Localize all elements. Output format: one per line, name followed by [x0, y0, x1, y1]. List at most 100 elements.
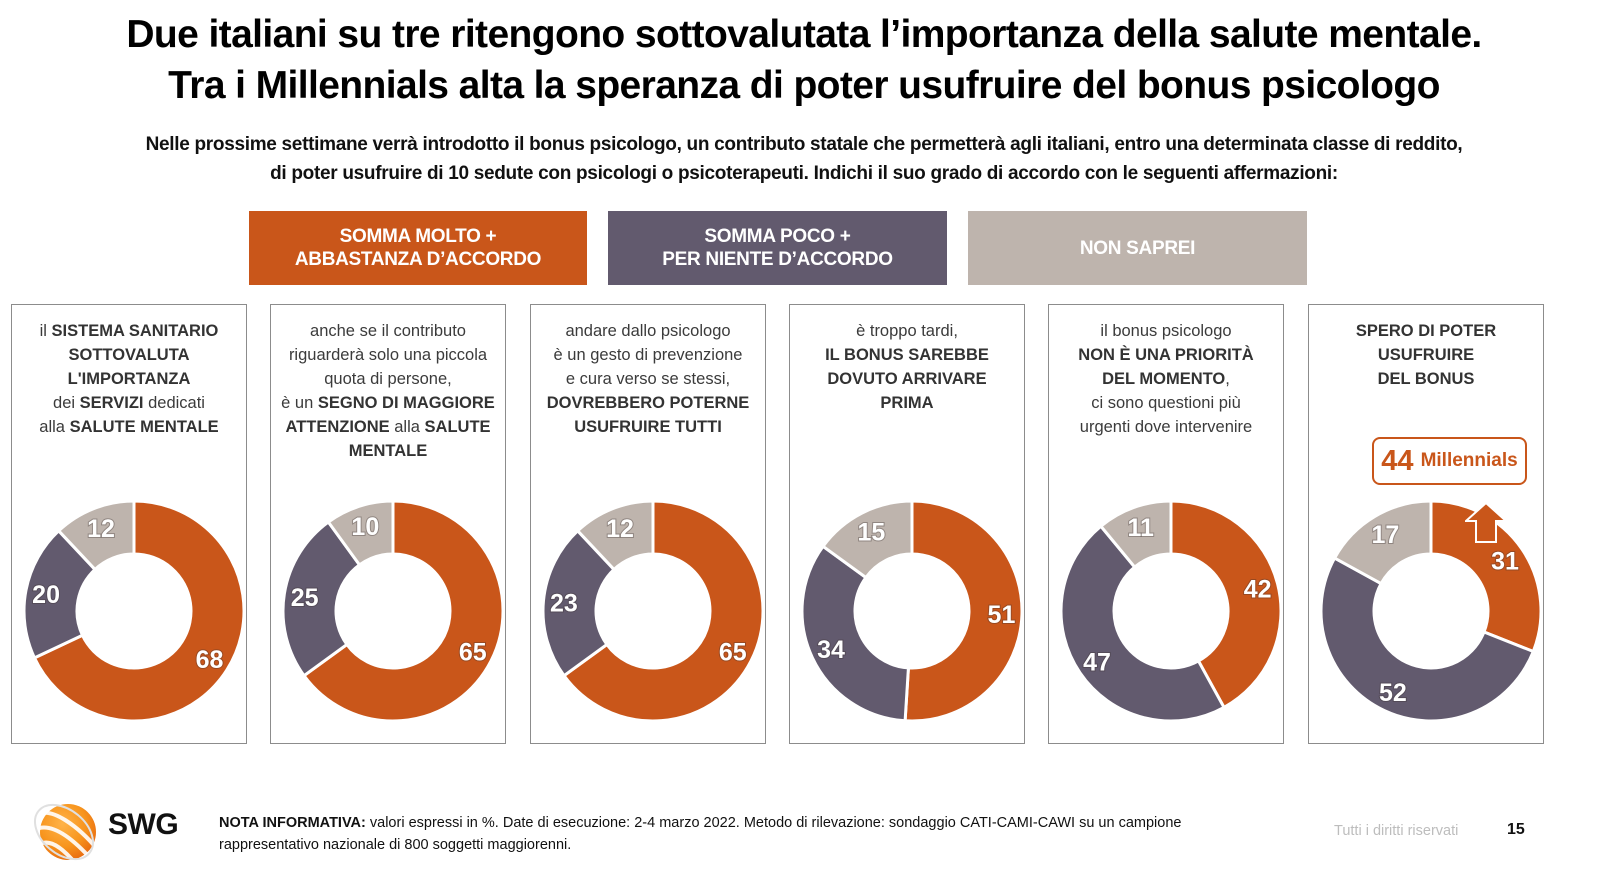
statement-segment: DOVREBBERO POTERNE — [546, 394, 750, 412]
statement-line: MENTALE — [275, 439, 501, 463]
donut-label-agree: 68 — [196, 646, 224, 674]
statement-segment: DEL MOMENTO — [1102, 370, 1226, 388]
statement-line: è un SEGNO DI MAGGIORE — [275, 391, 501, 415]
statement-segment: è un gesto di prevenzione — [553, 346, 743, 364]
donut-slice-agree — [32, 499, 246, 723]
statement-segment: L'IMPORTANZA — [67, 370, 191, 388]
millennials-value: 44 — [1381, 444, 1414, 477]
statement-text: anche se il contributo riguarderà solo un… — [275, 319, 501, 463]
donut-label-dont-know: 10 — [351, 513, 379, 541]
statement-line: urgenti dove intervenire — [1053, 415, 1279, 439]
statement-segment: , — [1225, 370, 1230, 388]
page-number: 15 — [1507, 821, 1525, 838]
statement-segment: il — [39, 322, 52, 340]
donut-slice-dont-know — [820, 499, 914, 580]
subtitle-line-2: di poter usufruire di 10 sedute con psic… — [270, 163, 1338, 184]
statement-line: dei SERVIZI dedicati — [16, 391, 242, 415]
statement-card: anche se il contributo riguarderà solo un… — [270, 304, 506, 744]
donut-label-agree: 42 — [1244, 576, 1272, 604]
donut-chart: 42 47 11 — [1059, 499, 1283, 723]
legend-dont-know-line1: NON SAPREI — [1079, 237, 1196, 259]
donut-label-dont-know: 11 — [1127, 514, 1154, 542]
statement-line: e cura verso se stessi, — [535, 367, 761, 391]
statement-line: il SISTEMA SANITARIO — [16, 319, 242, 343]
donut-label-disagree: 23 — [550, 590, 578, 618]
statement-segment: IL BONUS SAREBBE — [825, 346, 989, 364]
statement-text: SPERO DI POTER USUFRUIRE DEL BONUS — [1313, 319, 1539, 391]
donut-label-dont-know: 12 — [606, 515, 634, 543]
statement-segment: NON È UNA PRIORITÀ — [1078, 346, 1254, 364]
footnote-label: NOTA INFORMATIVA: — [219, 815, 366, 831]
statement-card: il bonus psicologo NON È UNA PRIORITÀ DEL … — [1048, 304, 1284, 744]
statement-line: ATTENZIONE alla SALUTE — [275, 415, 501, 439]
statement-segment: DOVUTO ARRIVARE — [827, 370, 987, 388]
statement-segment: ATTENZIONE — [285, 418, 390, 436]
statement-segment: SEGNO DI MAGGIORE — [317, 394, 495, 412]
rights-reserved: Tutti i diritti riservati — [1334, 823, 1459, 839]
donut-chart: 65 25 10 — [281, 499, 505, 723]
statement-segment: è un — [281, 394, 318, 412]
statement-card: il SISTEMA SANITARIO SOTTOVALUTA L'IMPORTA… — [11, 304, 247, 744]
statement-segment: quota di persone, — [324, 370, 452, 388]
statement-segment: MENTALE — [348, 442, 428, 460]
statement-line: SPERO DI POTER — [1313, 319, 1539, 343]
donut-slice-dont-know — [575, 499, 655, 572]
statement-segment: USUFRUIRE TUTTI — [574, 418, 722, 436]
donut-label-disagree: 25 — [291, 584, 319, 612]
donut-label-agree: 65 — [459, 639, 487, 667]
statement-line: andare dallo psicologo — [535, 319, 761, 343]
statement-text: andare dallo psicologo è un gesto di prev… — [535, 319, 761, 439]
statement-segment: ci sono questioni più — [1091, 394, 1241, 412]
statement-segment: alla — [39, 418, 70, 436]
donut-slice-disagree — [281, 519, 362, 678]
statement-line: ci sono questioni più — [1053, 391, 1279, 415]
statement-line: DEL MOMENTO, — [1053, 367, 1279, 391]
donut-slice-agree — [301, 499, 505, 723]
donut-chart: 68 20 12 — [22, 499, 246, 723]
statement-text: il bonus psicologo NON È UNA PRIORITÀ DEL … — [1053, 319, 1279, 439]
donut-chart: 51 34 15 — [800, 499, 1024, 723]
swg-logo-icon — [33, 803, 100, 866]
statement-line: SOTTOVALUTA — [16, 343, 242, 367]
legend-agree-line1: SOMMA MOLTO + — [339, 226, 497, 247]
statement-line: il bonus psicologo — [1053, 319, 1279, 343]
statement-line: DOVREBBERO POTERNE — [535, 391, 761, 415]
statement-segment: il bonus psicologo — [1100, 322, 1232, 340]
footnote: NOTA INFORMATIVA: valori espressi in %. … — [219, 812, 1181, 856]
statement-card: è troppo tardi, IL BONUS SAREBBE DOVUTO AR… — [789, 304, 1025, 744]
statement-line: DOVUTO ARRIVARE — [794, 367, 1020, 391]
statement-segment: SOTTOVALUTA — [68, 346, 190, 364]
donut-label-disagree: 47 — [1083, 648, 1111, 676]
donut-slice-dont-know — [56, 499, 136, 572]
statement-segment: urgenti dove intervenire — [1079, 418, 1253, 436]
statement-line: riguarderà solo una piccola — [275, 343, 501, 367]
statement-line: anche se il contributo — [275, 319, 501, 343]
donut-slice-agree — [1169, 499, 1283, 710]
statement-line: è un gesto di prevenzione — [535, 343, 761, 367]
statement-line: è troppo tardi, — [794, 319, 1020, 343]
millennials-callout: 44 Millennials — [1372, 437, 1527, 485]
donut-label-agree: 31 — [1491, 548, 1519, 576]
donut-slice-dont-know — [1332, 499, 1433, 586]
legend-disagree-line2: PER NIENTE D’ACCORDO — [662, 249, 893, 270]
legend-agree: SOMMA MOLTO + ABBASTANZA D’ACCORDO — [249, 211, 587, 285]
arrow-up-icon — [1465, 502, 1507, 543]
swg-logo-text: SWG — [108, 808, 179, 841]
subtitle-line-1: Nelle prossime settimane verrà introdott… — [145, 134, 1463, 155]
statement-segment: SALUTE MENTALE — [69, 418, 219, 436]
statement-segment: è troppo tardi, — [856, 322, 958, 340]
statement-segment: dedicati — [143, 394, 205, 412]
legend-agree-line2: ABBASTANZA D’ACCORDO — [294, 249, 542, 270]
donut-chart: 65 23 12 — [541, 499, 765, 723]
donut-label-dont-know: 15 — [857, 518, 885, 546]
donut-label-dont-know: 12 — [87, 515, 115, 543]
statement-segment: alla — [389, 418, 425, 436]
footnote-line2: rappresentativo nazionale di 800 soggett… — [219, 837, 572, 853]
statement-segment: anche se il contributo — [310, 322, 466, 340]
donut-slice-disagree — [1319, 555, 1536, 723]
millennials-label: Millennials — [1420, 450, 1518, 471]
statement-segment: e cura verso se stessi, — [565, 370, 731, 388]
statement-text: il SISTEMA SANITARIO SOTTOVALUTA L'IMPORTA… — [16, 319, 242, 439]
statement-segment: SPERO DI POTER — [1355, 322, 1497, 340]
statement-segment: SERVIZI — [79, 394, 144, 412]
